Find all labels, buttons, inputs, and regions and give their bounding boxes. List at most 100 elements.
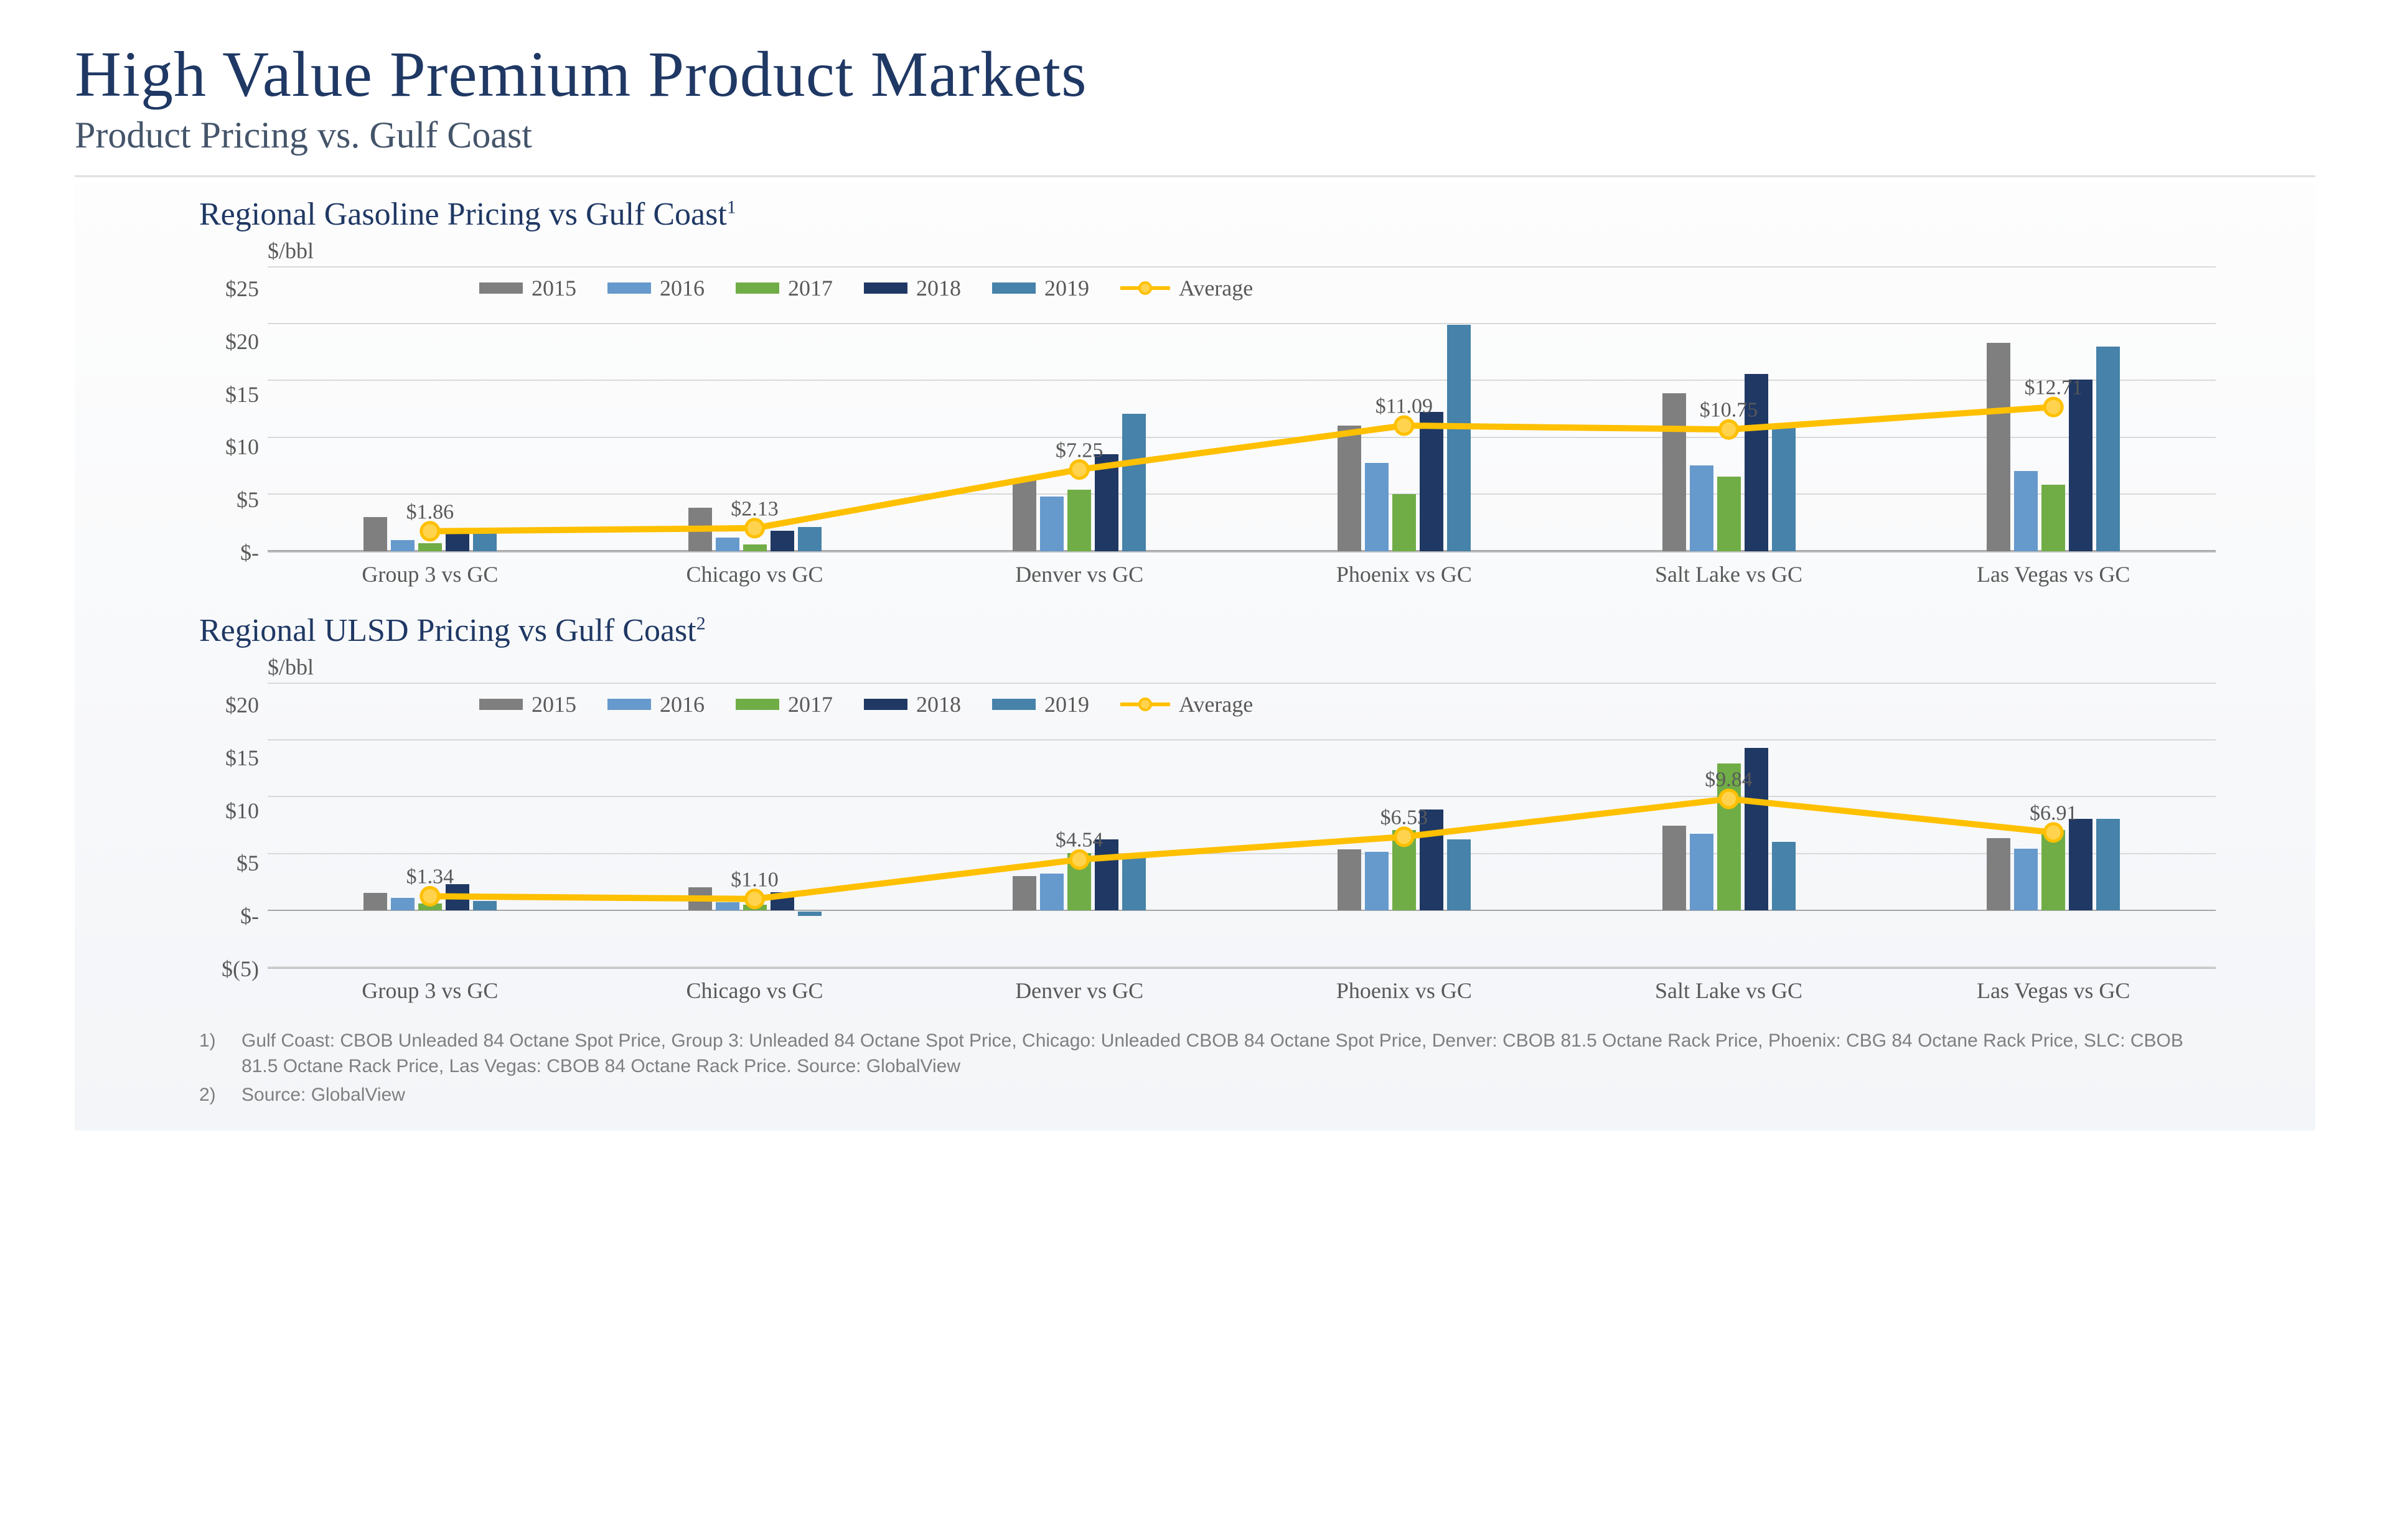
legend-label: 2017 <box>788 691 833 717</box>
page-title: High Value Premium Product Markets <box>75 37 2315 111</box>
bar <box>716 266 739 551</box>
bar <box>1392 683 1416 968</box>
chart2-title: Regional ULSD Pricing vs Gulf Coast2 <box>199 612 2216 649</box>
bar-fill <box>1013 876 1036 910</box>
legend-label: 2017 <box>788 275 833 301</box>
bar-fill <box>1662 826 1686 910</box>
legend-item: 2019 <box>992 691 1089 717</box>
bar-fill <box>1122 854 1146 910</box>
legend-label: 2015 <box>532 275 576 301</box>
y-tick: $25 <box>225 278 259 300</box>
chart2-y-label: $/bbl <box>268 654 2216 680</box>
bar <box>771 266 794 551</box>
bar-fill <box>1717 477 1741 551</box>
bar-group <box>1891 266 2216 551</box>
title-divider <box>75 175 2315 177</box>
chart-gasoline: Regional Gasoline Pricing vs Gulf Coast1… <box>199 196 2216 587</box>
bar-fill <box>716 902 739 910</box>
bar <box>1365 683 1389 968</box>
footnote-text: Gulf Coast: CBOB Unleaded 84 Octane Spot… <box>241 1029 2216 1079</box>
x-tick: Phoenix vs GC <box>1242 969 1567 1004</box>
bar <box>2096 683 2120 968</box>
bar <box>1745 683 1768 968</box>
bar <box>1717 266 1741 551</box>
y-tick: $20 <box>225 330 259 353</box>
bar-fill <box>2069 819 2092 910</box>
bar <box>2096 266 2120 551</box>
legend-line-icon <box>1120 702 1170 706</box>
legend-item: 2017 <box>736 275 833 301</box>
y-tick: $20 <box>225 694 259 716</box>
legend-label: 2018 <box>916 691 961 717</box>
bar <box>418 266 442 551</box>
bar <box>1013 683 1036 968</box>
legend-line-icon <box>1120 286 1170 290</box>
bar-fill <box>1690 465 1713 551</box>
y-tick: $- <box>240 905 259 927</box>
bar <box>798 266 822 551</box>
legend-swatch <box>607 699 651 710</box>
chart1-title-text: Regional Gasoline Pricing vs Gulf Coast <box>199 197 727 232</box>
bar-fill <box>363 893 387 910</box>
y-tick: $(5) <box>222 958 259 980</box>
bar-fill <box>1392 494 1416 551</box>
legend-label: Average <box>1179 275 1253 301</box>
legend-marker-icon <box>1138 698 1152 711</box>
legend-item: 2018 <box>864 275 961 301</box>
bar <box>1095 266 1118 551</box>
legend-label: Average <box>1179 691 1253 717</box>
bar <box>1338 683 1361 968</box>
x-tick: Group 3 vs GC <box>268 969 593 1004</box>
bar <box>473 683 497 968</box>
legend-item: 2019 <box>992 275 1089 301</box>
bar-fill <box>716 538 739 551</box>
bar <box>1662 266 1686 551</box>
bar-fill <box>2096 819 2120 910</box>
bar-group <box>593 683 917 968</box>
y-tick: $15 <box>225 747 259 769</box>
page-subtitle: Product Pricing vs. Gulf Coast <box>75 114 2315 157</box>
bar <box>1745 266 1768 551</box>
bar-fill <box>2041 485 2065 551</box>
bar-fill <box>1447 839 1471 910</box>
bar-fill <box>1420 810 1443 910</box>
x-tick: Las Vegas vs GC <box>1891 553 2216 587</box>
y-tick: $5 <box>237 488 259 511</box>
bar <box>688 683 712 968</box>
legend-swatch <box>479 282 523 294</box>
bar-group <box>917 683 1242 968</box>
bar-fill <box>1745 374 1768 551</box>
x-tick: Chicago vs GC <box>593 969 917 1004</box>
bar-fill <box>1987 343 2010 551</box>
bar <box>1662 683 1686 968</box>
bar-group <box>1891 683 2216 968</box>
bar-fill <box>391 540 415 551</box>
bar-fill <box>1040 874 1064 910</box>
bar <box>2014 266 2038 551</box>
x-tick: Denver vs GC <box>917 553 1242 587</box>
legend-marker-icon <box>1138 281 1152 295</box>
x-tick: Phoenix vs GC <box>1242 553 1567 587</box>
legend-item: 2016 <box>607 691 705 717</box>
bar <box>1987 266 2010 551</box>
footnote-num: 1) <box>199 1029 227 1079</box>
bar-fill <box>1067 490 1091 551</box>
bar-group <box>268 266 593 551</box>
bar-group <box>268 683 593 968</box>
bar <box>743 683 767 968</box>
footnote-text: Source: GlobalView <box>241 1083 405 1108</box>
bar-fill <box>1717 763 1741 910</box>
bar-fill <box>771 892 794 910</box>
bar <box>1690 266 1713 551</box>
bar-fill <box>1040 497 1064 551</box>
bar <box>1040 266 1064 551</box>
footnote-num: 2) <box>199 1083 227 1108</box>
bar-fill <box>688 887 712 910</box>
bar <box>1338 266 1361 551</box>
bar-fill <box>418 543 442 551</box>
bar-fill <box>1392 830 1416 910</box>
y-tick: $15 <box>225 383 259 406</box>
bar <box>1013 266 1036 551</box>
chart1-plot: 20152016201720182019Average $1.86$2.13$7… <box>268 266 2216 553</box>
chart1-bar-groups <box>268 266 2216 551</box>
